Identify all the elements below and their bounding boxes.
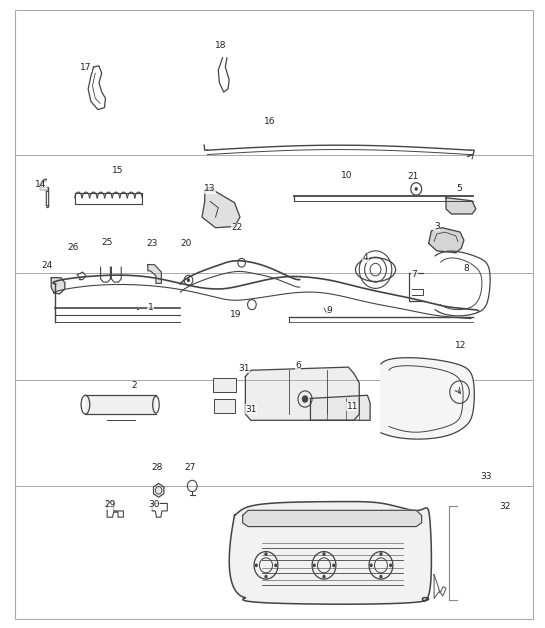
Text: 26: 26 xyxy=(68,242,79,252)
FancyBboxPatch shape xyxy=(213,379,235,392)
Text: 6: 6 xyxy=(295,360,301,370)
Text: 31: 31 xyxy=(238,364,250,373)
Text: 27: 27 xyxy=(184,463,196,472)
Polygon shape xyxy=(243,511,422,526)
Polygon shape xyxy=(446,198,476,214)
Circle shape xyxy=(332,563,335,567)
Circle shape xyxy=(379,552,383,556)
Circle shape xyxy=(313,563,316,567)
Text: 14: 14 xyxy=(35,180,46,189)
FancyBboxPatch shape xyxy=(86,395,156,414)
Circle shape xyxy=(323,575,326,578)
Circle shape xyxy=(255,563,258,567)
Text: 17: 17 xyxy=(80,63,91,72)
Text: 20: 20 xyxy=(180,239,191,249)
Polygon shape xyxy=(202,188,240,228)
Polygon shape xyxy=(245,367,359,420)
Text: 15: 15 xyxy=(112,166,124,175)
Text: 7: 7 xyxy=(411,270,417,279)
Text: 11: 11 xyxy=(347,402,358,411)
Circle shape xyxy=(264,552,268,556)
Text: 31: 31 xyxy=(245,404,257,413)
Circle shape xyxy=(264,575,268,578)
Text: 21: 21 xyxy=(408,172,419,181)
Text: 29: 29 xyxy=(104,500,116,509)
Text: 25: 25 xyxy=(101,237,112,247)
Polygon shape xyxy=(154,484,164,497)
Circle shape xyxy=(302,395,308,403)
Text: 32: 32 xyxy=(499,502,510,511)
Text: 8: 8 xyxy=(464,264,469,273)
Polygon shape xyxy=(311,395,370,420)
Text: 28: 28 xyxy=(152,463,163,472)
Circle shape xyxy=(323,552,326,556)
Text: 16: 16 xyxy=(264,117,276,126)
Circle shape xyxy=(274,563,277,567)
Text: 24: 24 xyxy=(42,261,53,271)
FancyBboxPatch shape xyxy=(214,399,234,413)
Circle shape xyxy=(370,563,373,567)
Text: 23: 23 xyxy=(147,239,158,249)
Text: 22: 22 xyxy=(232,223,243,232)
Text: 5: 5 xyxy=(457,185,463,193)
Text: 33: 33 xyxy=(480,472,492,481)
Polygon shape xyxy=(381,358,474,439)
Polygon shape xyxy=(51,278,65,294)
Text: 1: 1 xyxy=(148,303,153,312)
Circle shape xyxy=(379,575,383,578)
Polygon shape xyxy=(429,228,464,252)
Text: 19: 19 xyxy=(231,310,242,318)
Polygon shape xyxy=(229,502,432,604)
Text: 10: 10 xyxy=(341,171,353,180)
Circle shape xyxy=(415,187,418,191)
Text: 18: 18 xyxy=(215,41,227,50)
Text: 9: 9 xyxy=(326,306,332,315)
Text: 3: 3 xyxy=(434,222,440,231)
Polygon shape xyxy=(148,264,161,283)
Text: 30: 30 xyxy=(149,500,160,509)
Circle shape xyxy=(187,278,190,282)
Text: 4: 4 xyxy=(363,253,368,263)
Circle shape xyxy=(389,563,392,567)
Text: 2: 2 xyxy=(131,381,137,391)
Text: 13: 13 xyxy=(204,185,216,193)
Text: 12: 12 xyxy=(455,341,467,350)
